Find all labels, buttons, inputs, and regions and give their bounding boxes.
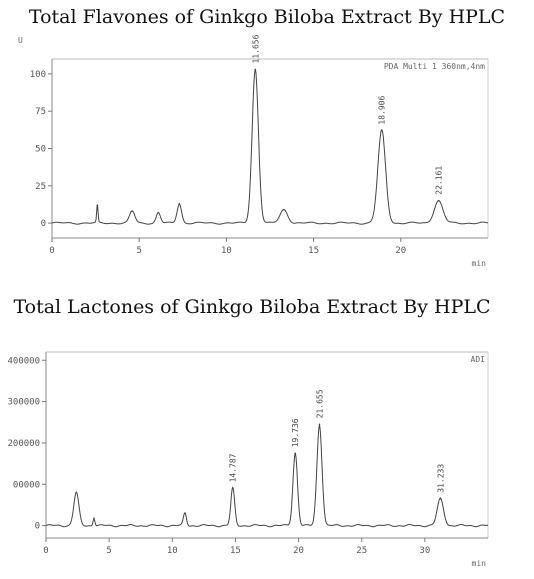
x-tick-label: 15 [308,246,319,256]
chart-title-lactones: Total Lactones of Ginkgo Biloba Extract … [13,296,491,318]
peak-point [96,204,99,206]
chromatogram-trace [51,68,489,225]
peak-label: 31.233 [436,464,445,493]
chart-title-flavones: Total Flavones of Ginkgo Biloba Extract … [28,6,506,28]
peak-label: 19.736 [291,418,300,447]
x-tick-label: 5 [136,246,141,256]
peak-label: 11.656 [251,34,260,63]
peak-point [437,199,440,202]
peak-label: 21.655 [315,389,324,418]
peak-point [131,210,134,212]
x-tick-label: 10 [221,246,232,256]
x-tick-label: 15 [230,546,241,556]
x-axis-label: min [472,559,487,568]
y-tick-label: 00000 [13,480,40,490]
peak-point [283,208,285,211]
y-tick-label: 400000 [7,356,40,366]
peak-point [75,491,78,494]
peak-point [231,487,234,490]
peak-point [254,68,257,71]
peak-label: 18.906 [378,96,387,125]
y-tick-label: 75 [35,107,46,117]
chromatogram-trace [45,424,489,528]
x-tick-label: 20 [293,546,304,556]
peak-point [294,452,297,455]
x-axis-label: min [472,259,487,268]
y-tick-label: 0 [35,522,40,532]
x-tick-label: 30 [419,546,430,556]
x-tick-label: 25 [356,546,367,556]
legend-label: PDA Multi 1 360nm,4nm [384,62,485,71]
peak-label: 22.161 [434,166,443,195]
x-tick-label: 20 [395,246,406,256]
y-axis-label: U [18,36,23,45]
peak-point [157,211,160,214]
y-tick-label: 25 [35,182,46,192]
peak-point [184,512,186,514]
y-tick-label: 300000 [7,398,40,408]
x-tick-label: 0 [43,546,48,556]
peak-label: 14.787 [229,453,238,482]
y-tick-label: 100 [30,70,46,80]
peak-point [318,423,321,426]
y-tick-label: 0 [41,219,46,229]
peak-point [380,129,383,132]
y-tick-label: 200000 [7,439,40,449]
peak-point [93,517,95,519]
legend-label: ADI [471,355,486,364]
x-tick-label: 5 [106,546,111,556]
x-tick-label: 10 [167,546,178,556]
x-tick-label: 0 [49,246,54,256]
peak-point [178,202,181,205]
peak-point [439,497,442,500]
y-tick-label: 50 [35,145,46,155]
